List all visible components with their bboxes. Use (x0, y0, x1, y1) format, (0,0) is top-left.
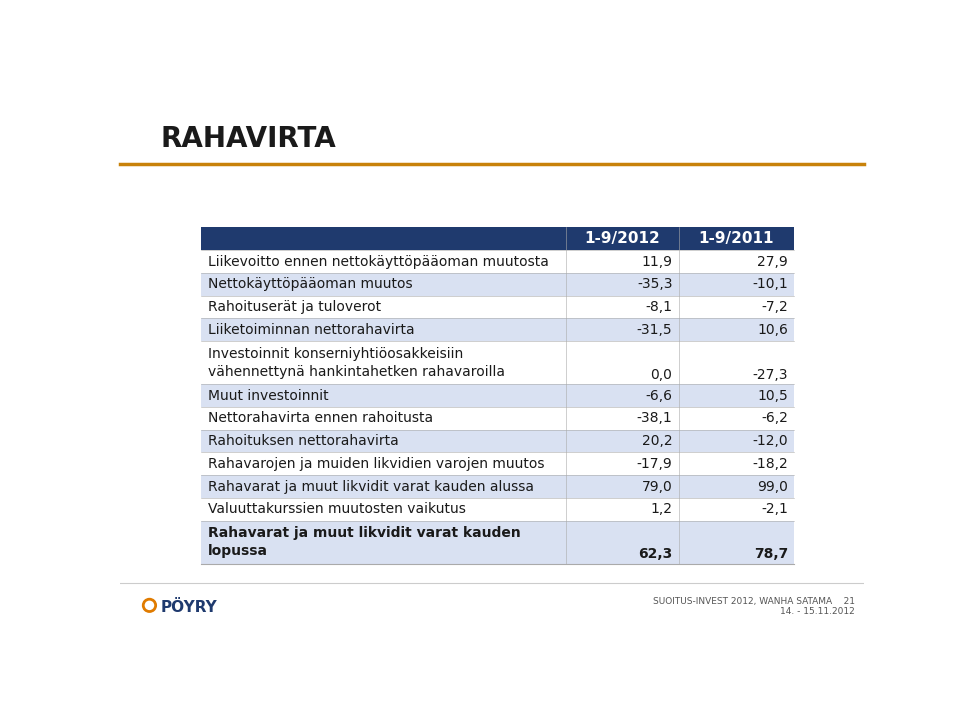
Polygon shape (202, 407, 794, 430)
Text: 62,3: 62,3 (638, 547, 672, 561)
Text: Nettorahavirta ennen rahoitusta: Nettorahavirta ennen rahoitusta (207, 411, 433, 426)
Text: Liiketoiminnan nettorahavirta: Liiketoiminnan nettorahavirta (207, 323, 414, 337)
Text: 20,2: 20,2 (642, 434, 672, 448)
Polygon shape (202, 430, 794, 452)
Text: 27,9: 27,9 (757, 255, 788, 269)
Text: Nettokäyttöpääoman muutos: Nettokäyttöpääoman muutos (207, 277, 412, 291)
Text: -12,0: -12,0 (753, 434, 788, 448)
Text: RAHAVIRTA: RAHAVIRTA (160, 125, 336, 153)
Polygon shape (202, 227, 794, 250)
Text: -18,2: -18,2 (753, 457, 788, 471)
Text: 1,2: 1,2 (651, 502, 672, 516)
Polygon shape (202, 341, 794, 385)
Polygon shape (202, 520, 794, 563)
Text: -27,3: -27,3 (753, 368, 788, 382)
Text: Rahoituksen nettorahavirta: Rahoituksen nettorahavirta (207, 434, 398, 448)
Text: Rahavarat ja muut likvidit varat kauden alussa: Rahavarat ja muut likvidit varat kauden … (207, 479, 534, 493)
Polygon shape (202, 498, 794, 520)
Text: -2,1: -2,1 (761, 502, 788, 516)
Text: Valuuttakurssien muutosten vaikutus: Valuuttakurssien muutosten vaikutus (207, 502, 466, 516)
Text: -6,2: -6,2 (761, 411, 788, 426)
Text: -35,3: -35,3 (636, 277, 672, 291)
Text: 10,5: 10,5 (757, 389, 788, 403)
Text: Liikevoitto ennen nettokäyttöpääoman muutosta: Liikevoitto ennen nettokäyttöpääoman muu… (207, 255, 548, 269)
Text: 11,9: 11,9 (641, 255, 672, 269)
Polygon shape (202, 273, 794, 296)
Text: Rahavarojen ja muiden likvidien varojen muutos: Rahavarojen ja muiden likvidien varojen … (207, 457, 544, 471)
Polygon shape (202, 385, 794, 407)
Text: 10,6: 10,6 (757, 323, 788, 337)
Text: -38,1: -38,1 (636, 411, 672, 426)
Text: 1-9/2011: 1-9/2011 (699, 231, 774, 246)
Text: 79,0: 79,0 (641, 479, 672, 493)
Text: -31,5: -31,5 (636, 323, 672, 337)
Polygon shape (202, 318, 794, 341)
Text: Investoinnit konserniyhtiöosakkeisiin
vähennettynä hankintahetken rahavaroilla: Investoinnit konserniyhtiöosakkeisiin vä… (207, 347, 505, 379)
Text: 78,7: 78,7 (754, 547, 788, 561)
Text: -7,2: -7,2 (761, 300, 788, 314)
Text: -17,9: -17,9 (636, 457, 672, 471)
Text: Rahoituserät ja tuloverot: Rahoituserät ja tuloverot (207, 300, 381, 314)
Text: SUOITUS-INVEST 2012, WANHA SATAMA    21
14. - 15.11.2012: SUOITUS-INVEST 2012, WANHA SATAMA 21 14.… (653, 597, 854, 617)
Text: 1-9/2012: 1-9/2012 (585, 231, 660, 246)
Text: -6,6: -6,6 (645, 389, 672, 403)
Text: 0,0: 0,0 (651, 368, 672, 382)
Text: -8,1: -8,1 (645, 300, 672, 314)
Text: PÖYRY: PÖYRY (160, 600, 217, 615)
Polygon shape (202, 296, 794, 318)
Text: Rahavarat ja muut likvidit varat kauden
lopussa: Rahavarat ja muut likvidit varat kauden … (207, 526, 520, 558)
Polygon shape (202, 452, 794, 475)
Text: 99,0: 99,0 (757, 479, 788, 493)
Polygon shape (202, 250, 794, 273)
Text: Muut investoinnit: Muut investoinnit (207, 389, 328, 403)
Text: -10,1: -10,1 (753, 277, 788, 291)
Polygon shape (202, 475, 794, 498)
